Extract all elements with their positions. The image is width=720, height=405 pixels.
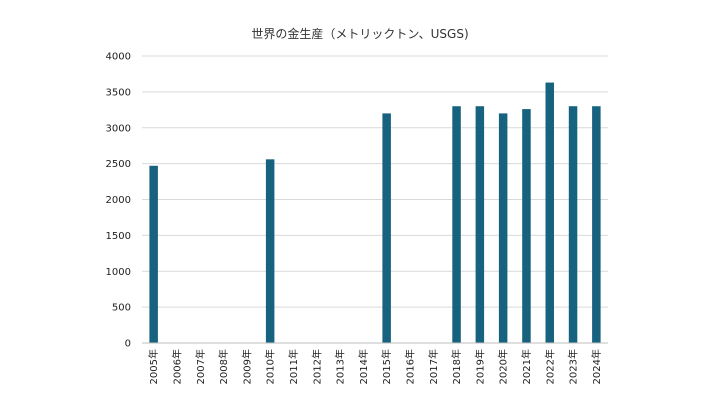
x-tick-label: 2016年 (403, 349, 416, 384)
bar (382, 113, 391, 344)
bar (452, 106, 461, 343)
x-tick-label: 2014年 (357, 349, 370, 384)
x-tick-label: 2005年 (147, 349, 160, 384)
x-tick-label: 2008年 (217, 349, 230, 384)
x-tick-label: 2009年 (240, 349, 253, 384)
bar (498, 113, 508, 344)
x-tick-label: 2023年 (567, 349, 580, 384)
x-axis-ticks: 2005年 2006年 2007年 2008年 2009年 2010年 2011年 2012年… (147, 349, 603, 384)
x-tick-label: 2017年 (427, 349, 440, 384)
x-tick-label: 2010年 (264, 349, 277, 384)
x-tick-label: 2011年 (287, 349, 300, 384)
y-tick-label: 2000 (106, 195, 131, 206)
y-tick-label: 4000 (106, 52, 131, 63)
x-tick-label: 2024年 (590, 349, 603, 384)
y-tick-label: 3000 (106, 123, 131, 134)
x-tick-label: 2019年 (473, 349, 486, 384)
x-tick-label: 2006年 (170, 349, 183, 384)
x-tick-label: 2021年 (520, 349, 533, 384)
y-tick-label: 3500 (106, 87, 131, 98)
bar (475, 106, 485, 343)
y-tick-label: 500 (112, 303, 131, 314)
bar (149, 165, 158, 343)
bar (265, 159, 275, 343)
bar (568, 106, 578, 343)
x-tick-label: 2007年 (194, 349, 207, 384)
y-tick-label: 0 (125, 339, 131, 350)
grid-lines (142, 55, 608, 308)
x-tick-label: 2018年 (450, 349, 463, 384)
x-tick-label: 2015年 (380, 349, 393, 384)
bar (545, 82, 554, 344)
chart-title: 世界の金生産（メトリックトン、USGS) (251, 26, 468, 41)
y-axis-ticks: 0 500 1000 1500 2000 2500 3000 3500 4000 (106, 52, 131, 350)
y-tick-label: 2500 (106, 159, 131, 170)
x-tick-label: 2022年 (543, 349, 556, 384)
x-tick-label: 2012年 (310, 349, 323, 384)
bar (522, 109, 531, 343)
x-tick-label: 2013年 (334, 349, 347, 384)
y-tick-label: 1500 (106, 231, 131, 242)
bar (592, 106, 601, 343)
y-tick-label: 1000 (106, 267, 131, 278)
bar-series (149, 82, 601, 344)
x-tick-label: 2020年 (497, 349, 510, 384)
